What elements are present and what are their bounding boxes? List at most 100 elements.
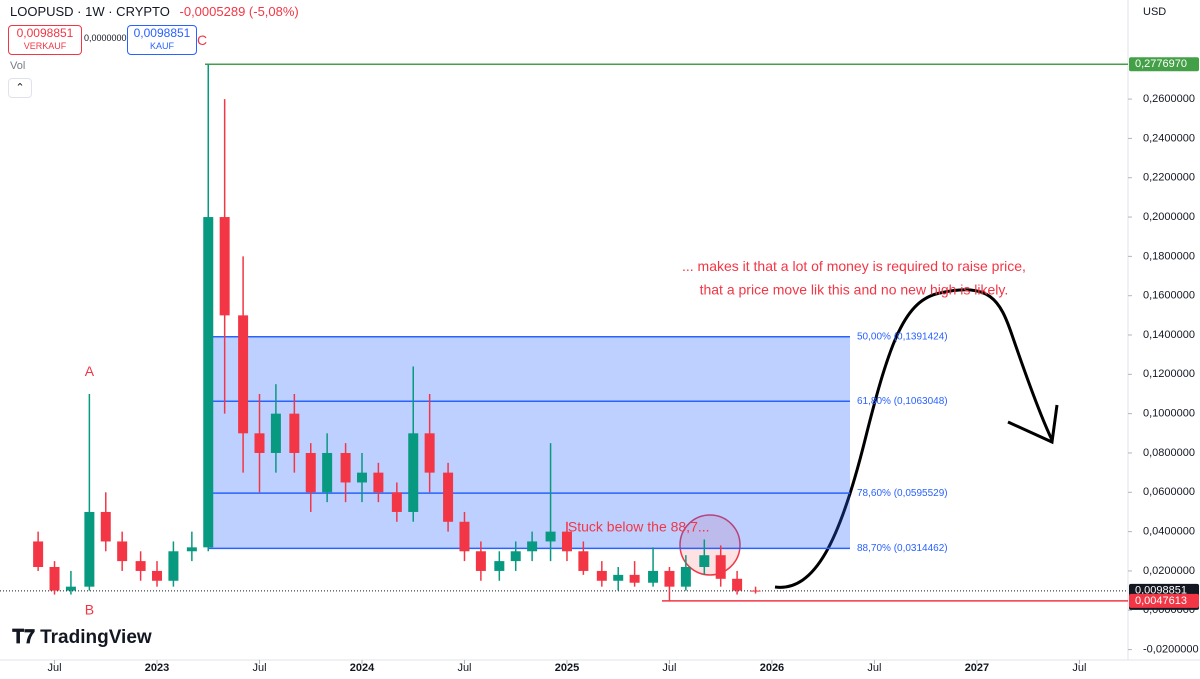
volume-toggle[interactable]: Vol [10,60,26,72]
candle-body [715,555,726,579]
y-tick-label: 0,1600000 [1143,290,1195,302]
candle-body [408,433,419,512]
y-tick-label: 0,0400000 [1143,526,1195,538]
last-price-label-box [1129,583,1199,610]
y-tick-label: 0,2400000 [1143,132,1195,144]
annotation: Stuck below the 88,7... [568,518,710,534]
fib-label: 78,60% (0,0595529) [857,488,948,499]
candle-body [475,551,486,571]
point-label: A [85,363,95,379]
point-label: B [85,602,94,618]
candle-body [49,567,60,591]
x-tick-label: 2027 [965,662,989,674]
y-tick-label: 0,1200000 [1143,368,1195,380]
highlight-circle [679,514,741,576]
candle-body [596,570,607,581]
y-tick-label: 0,0800000 [1143,447,1195,459]
x-tick-label: Jul [47,662,61,674]
logo-text: TradingView [40,627,152,648]
y-tick-label: 0,0200000 [1143,565,1195,577]
y-tick-label: 0,2000000 [1143,211,1195,223]
candle-body [510,551,521,562]
candle-body [424,433,435,473]
candle-body [648,570,659,583]
fib-label: 50,00% (0,1391424) [857,331,948,342]
last-price-label: 0,0098851 [1135,585,1187,597]
sell-label: VERKAUF [23,41,67,51]
candle-body [613,574,624,581]
candle-body [356,472,367,483]
candle-body [340,452,351,483]
candle-body [732,578,743,591]
high-price-label: 0,2776970 [1135,58,1187,70]
y-tick-label: 0,2600000 [1143,93,1195,105]
logo[interactable]: 𝐓𝟕 TradingView [12,627,152,649]
x-tick-label: Jul [662,662,676,674]
y-tick-label: 0,2200000 [1143,172,1195,184]
candle-body [459,521,470,552]
candle-body [664,570,675,587]
y-tick-label: 0,1000000 [1143,408,1195,420]
candle-body [561,531,572,552]
fib-zone [208,336,850,549]
change: -0,0005289 (-5,08%) [179,4,299,19]
candle-body [322,452,333,493]
candle-body [443,472,454,522]
symbol-info: LOOPUSD · 1W · CRYPTO -0,0005289 (-5,08%… [10,4,299,19]
candle-body [699,555,710,568]
buy-price: 0,0098851 [133,26,191,40]
candle-body [100,511,111,542]
x-tick-label: 2026 [760,662,784,674]
y-tick-label: 0,0600000 [1143,486,1195,498]
candle-body [254,433,265,453]
x-tick-label: Jul [252,662,266,674]
candle-body [629,574,640,583]
currency[interactable]: USD [1143,6,1167,18]
fib-label: 61,80% (0,1063048) [857,396,948,407]
candle-body [117,541,128,562]
fib-label: 88,70% (0,0314462) [857,543,948,554]
x-tick-label: 2024 [350,662,375,674]
x-tick-label: 2023 [145,662,169,674]
x-tick-label: Jul [1072,662,1086,674]
candle-body [203,217,214,548]
annotation: that a price move lik this and no new hi… [700,281,1009,297]
candle-body [186,547,197,552]
candle-body [33,541,44,568]
candle-body [84,511,95,587]
buy-button[interactable]: 0,0098851 KAUF [127,25,197,55]
candle-body [168,551,179,581]
x-tick-label: 2025 [555,662,579,674]
y-tick-label: 0,1800000 [1143,250,1195,262]
annotation: ... makes it that a lot of money is requ… [682,258,1026,274]
spread: 0,0000000 [84,33,127,43]
candle-body [270,413,281,453]
high-price-label-box [1129,57,1199,72]
x-tick-label: Jul [867,662,881,674]
candle-body [545,531,556,542]
candle-body [152,570,163,581]
y-tick-label: 0,1400000 [1143,329,1195,341]
buy-label: KAUF [149,41,174,51]
candle-body [135,561,146,571]
candle-body [238,315,249,434]
candle-body [373,472,384,493]
sell-price: 0,0098851 [16,26,74,40]
candle-body [305,452,316,493]
candle-body [750,590,761,592]
projection-arrow [1007,404,1059,445]
logo-mark: 𝐓𝟕 [12,627,41,648]
collapse-button[interactable]: ⌃ [8,78,32,98]
countdown: 1d 12h [1145,597,1176,608]
candle-body [391,492,402,512]
sell-button[interactable]: 0,0098851 VERKAUF [8,25,82,55]
projection-drawing [774,288,1054,589]
candle-body [578,551,589,571]
y-tick-label: -0,0200000 [1143,643,1199,655]
symbol[interactable]: LOOPUSD · 1W · CRYPTO [10,4,170,19]
x-tick-label: Jul [457,662,471,674]
low-price-label: 0,0047613 [1135,595,1187,607]
y-tick-label: 0,0000000 [1143,604,1195,616]
